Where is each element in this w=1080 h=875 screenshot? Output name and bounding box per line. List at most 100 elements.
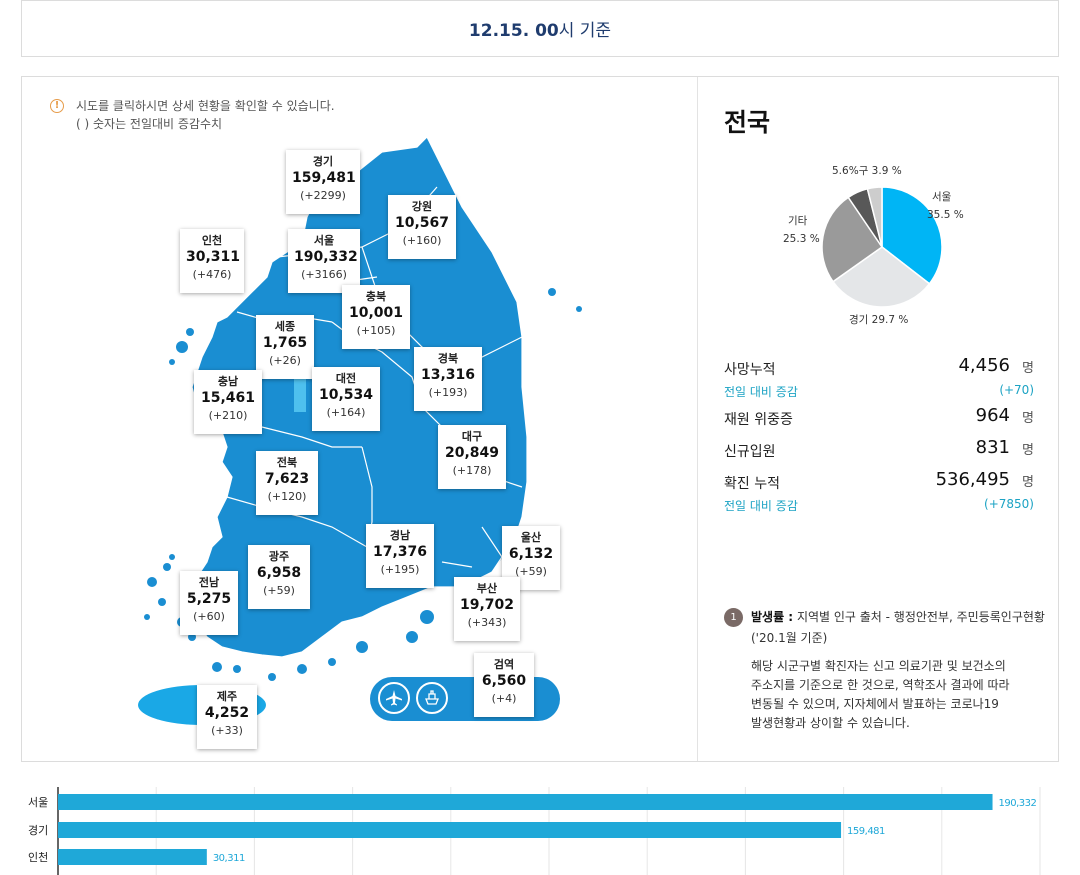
stat-new-admission: 신규입원 831 명 — [724, 437, 1034, 465]
region-name: 대구 — [461, 430, 483, 443]
region-bar-chart: 서울 190,332 경기 159,481 인천 30,311 — [28, 787, 1041, 875]
footnote-body: 해당 시군구별 확진자는 신고 의료기관 및 보건소의 주소지를 기준으로 한 … — [751, 657, 1054, 733]
region-sejong[interactable]: 세종 1,765 (+26) — [256, 315, 314, 379]
footnote-line: 주소지를 기준으로 한 것으로, 역학조사 결과에 따라 — [751, 678, 1010, 692]
national-pie: 서울 35.5 % 기타 25.3 % 경기 29.7 % 5.6%구 3.9 … — [757, 157, 1017, 337]
region-count: 17,376 — [372, 544, 428, 560]
region-daegu[interactable]: 대구 20,849 (+178) — [438, 425, 506, 489]
region-jeju[interactable]: 제주 4,252 (+33) — [197, 685, 257, 749]
stat-value: 964 — [975, 405, 1010, 426]
date-header: 12.15. 00시 기준 — [21, 0, 1059, 57]
region-name: 제주 — [216, 690, 238, 703]
region-delta: (+2299) — [300, 189, 346, 202]
footnote-head-bold: 발생률 : — [751, 610, 794, 624]
region-count: 7,623 — [264, 471, 310, 487]
pie-label-gyeonggi: 경기 29.7 % — [849, 314, 909, 326]
region-count: 159,481 — [292, 170, 356, 186]
stat-label: 신규입원 — [724, 444, 776, 460]
region-name: 강원 — [411, 200, 433, 213]
panel-divider — [697, 77, 698, 761]
stat-value: 4,456 — [958, 355, 1010, 376]
region-name: 경남 — [389, 529, 411, 542]
region-seoul[interactable]: 서울 190,332 (+3166) — [288, 229, 360, 293]
bar-value-label: 30,311 — [213, 853, 245, 864]
region-count: 15,461 — [200, 390, 256, 406]
pie-slice-0 — [881, 186, 943, 285]
pie-label-small: 5.6%구 3.9 % — [832, 165, 902, 177]
region-chungnam[interactable]: 충남 15,461 (+210) — [194, 370, 262, 434]
footnote-line: 변동될 수 있으며, 지자체에서 발표하는 코로나19 — [751, 697, 999, 711]
notice-line-2: ( ) 숫자는 전일대비 증감수치 — [76, 117, 223, 131]
stat-label: 사망누적 — [724, 362, 776, 378]
region-delta: (+33) — [211, 724, 243, 737]
region-count: 6,132 — [508, 546, 554, 562]
stat-total: 확진 누적 536,495 명 — [724, 469, 1034, 497]
region-count: 30,311 — [186, 249, 241, 265]
region-count: 10,001 — [348, 305, 404, 321]
region-gwangju[interactable]: 광주 6,958 (+59) — [248, 545, 310, 609]
region-count: 10,534 — [318, 387, 374, 403]
footnote: 1 발생률 : 지역별 인구 출처 - 행정안전부, 주민등록인구현황 ('20… — [724, 607, 1054, 733]
stat-sub-value: (+70) — [999, 383, 1034, 397]
stat-unit: 명 — [1022, 475, 1034, 490]
region-delta: (+60) — [193, 610, 225, 623]
bar-value-label: 190,332 — [999, 798, 1037, 809]
region-name: 전남 — [198, 576, 220, 589]
stat-sub-label: 전일 대비 증감 — [724, 499, 798, 513]
stat-sub-value: (+7850) — [984, 497, 1034, 511]
region-gangwon[interactable]: 강원 10,567 (+160) — [388, 195, 456, 259]
footnote-head-text: 지역별 인구 출처 - 행정안전부, 주민등록인구현황 — [796, 610, 1045, 624]
pie-pct-seoul: 35.5 % — [927, 209, 964, 221]
region-name: 부산 — [476, 582, 498, 595]
region-count: 4,252 — [204, 705, 250, 721]
stat-label: 확진 누적 — [724, 476, 780, 492]
region-name: 충북 — [365, 290, 387, 303]
region-name: 경기 — [312, 155, 334, 168]
bar-2[interactable] — [58, 849, 207, 865]
bar-0[interactable] — [58, 794, 993, 810]
info-icon: ! — [50, 99, 64, 113]
region-gyeongbuk[interactable]: 경북 13,316 (+193) — [414, 347, 482, 411]
date-suffix: 시 기준 — [558, 21, 612, 41]
stat-deaths: 사망누적 4,456 명 — [724, 355, 1034, 383]
footnote-head: 발생률 : 지역별 인구 출처 - 행정안전부, 주민등록인구현황 ('20.1… — [751, 607, 1054, 649]
national-stats: 사망누적 4,456 명 전일 대비 증감 (+70) 재원 위중증 964 명… — [724, 355, 1034, 519]
region-name: 인천 — [201, 234, 223, 247]
region-count: 6,560 — [481, 673, 527, 689]
region-delta: (+210) — [208, 409, 248, 422]
stat-severe: 재원 위중증 964 명 — [724, 405, 1034, 433]
region-jeonnam[interactable]: 전남 5,275 (+60) — [180, 571, 238, 635]
region-name: 경북 — [437, 352, 459, 365]
status-panel: ! 시도를 클릭하시면 상세 현황을 확인할 수 있습니다. ( ) 숫자는 전… — [21, 76, 1059, 762]
region-busan[interactable]: 부산 19,702 (+343) — [454, 577, 520, 641]
region-delta: (+59) — [515, 565, 547, 578]
region-name: 충남 — [217, 375, 239, 388]
region-delta: (+26) — [269, 354, 301, 367]
pie-chart — [821, 186, 943, 308]
region-delta: (+105) — [356, 324, 396, 337]
region-gyeonggi[interactable]: 경기 159,481 (+2299) — [286, 150, 360, 214]
region-name: 대전 — [335, 372, 357, 385]
region-delta: (+178) — [452, 464, 492, 477]
region-chungbuk[interactable]: 충북 10,001 (+105) — [342, 285, 410, 349]
region-gyeongnam[interactable]: 경남 17,376 (+195) — [366, 524, 434, 588]
region-jeonbuk[interactable]: 전북 7,623 (+120) — [256, 451, 318, 515]
stat-total-change: 전일 대비 증감 (+7850) — [724, 497, 1034, 519]
region-delta: (+164) — [326, 406, 366, 419]
stat-deaths-change: 전일 대비 증감 (+70) — [724, 383, 1034, 405]
pie-slice-4 — [866, 186, 883, 248]
region-count: 6,958 — [256, 565, 302, 581]
bar-1[interactable] — [58, 822, 842, 838]
region-delta: (+59) — [263, 584, 295, 597]
stat-unit: 명 — [1022, 443, 1034, 458]
region-count: 20,849 — [444, 445, 500, 461]
stat-label: 재원 위중증 — [724, 412, 793, 428]
pie-label-seoul: 서울 — [932, 191, 952, 203]
ship-icon — [416, 682, 448, 714]
region-incheon[interactable]: 인천 30,311 (+476) — [180, 229, 244, 293]
region-name: 검역 — [493, 658, 515, 671]
bar-category-label: 서울 — [28, 796, 48, 809]
region-quarantine[interactable]: 검역 6,560 (+4) — [474, 653, 534, 717]
pie-label-etc: 기타 — [788, 215, 808, 227]
region-daejeon[interactable]: 대전 10,534 (+164) — [312, 367, 380, 431]
